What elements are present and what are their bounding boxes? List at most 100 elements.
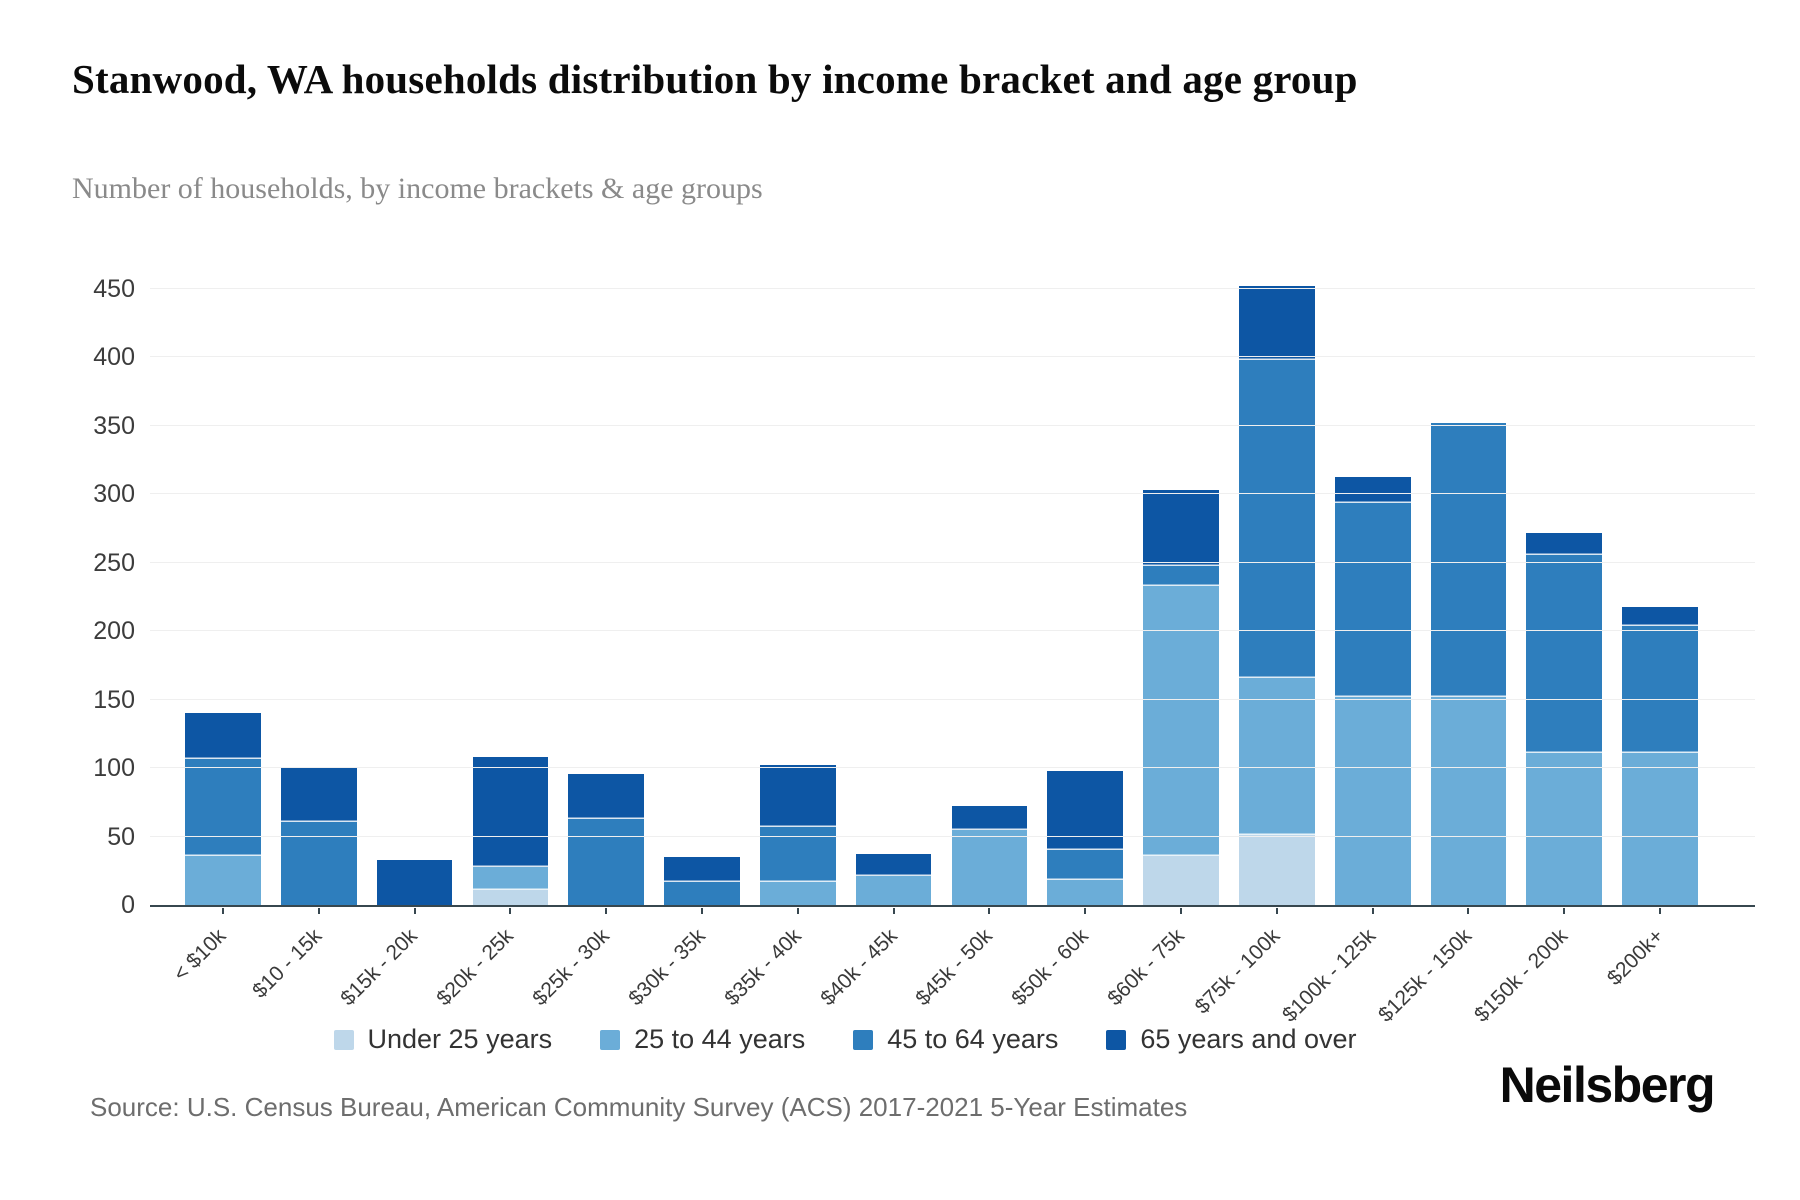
- x-tick-mark: [1275, 908, 1278, 914]
- bar-segment: [1239, 360, 1315, 678]
- x-tick-mark: [317, 908, 320, 914]
- plot-area: < $10k $10 - 15k $15k - 20k $20k - 25k $25k …: [93, 276, 1755, 1027]
- bar-segment: [376, 859, 453, 905]
- legend-swatch: [600, 1029, 621, 1050]
- gridline-200: [150, 630, 1755, 632]
- x-tick-label: $125k - 150k: [1374, 924, 1477, 1027]
- x-tick-label: $40k - 45k: [815, 924, 902, 1011]
- x-tick-mark: [988, 908, 991, 914]
- x-tick-mark: [892, 908, 895, 914]
- bar: [472, 757, 549, 905]
- bar-slot: $50k - 60k: [1007, 289, 1133, 1010]
- gridline-50: [150, 835, 1755, 837]
- bar-slot: $10 - 15k: [248, 289, 367, 1003]
- legend-label: 25 to 44 years: [634, 1024, 806, 1054]
- x-tick-mark: [1659, 908, 1662, 914]
- gridline-150: [150, 698, 1755, 700]
- bar-segment: [1622, 753, 1698, 905]
- bar-segment: [185, 855, 261, 905]
- x-tick-label: $100k - 125k: [1278, 924, 1381, 1027]
- bar-slot: $20k - 25k: [433, 289, 558, 1010]
- bar-segment: [185, 758, 261, 856]
- x-tick-label: $60k - 75k: [1103, 924, 1189, 1011]
- bar-slot: $25k - 30k: [528, 289, 654, 1010]
- bar-segment: [1526, 554, 1603, 754]
- legend-item: Under 25 years: [333, 1024, 553, 1055]
- bar: [185, 713, 261, 905]
- chart-subtitle: Number of households, by income brackets…: [72, 172, 763, 205]
- bar: [1622, 606, 1698, 905]
- bar-slot: $100k - 125k: [1278, 289, 1421, 1027]
- x-tick-mark: [1180, 908, 1183, 914]
- x-tick-mark: [605, 908, 608, 914]
- x-tick-mark: [796, 908, 799, 914]
- bar-segment: [951, 806, 1028, 830]
- x-tick-label: $150k - 200k: [1469, 924, 1573, 1027]
- chart-title: Stanwood, WA households distribution by …: [72, 56, 1358, 102]
- bar-segment: [664, 881, 740, 905]
- bar-segment: [472, 889, 549, 905]
- bar-slot: $30k - 35k: [624, 289, 750, 1010]
- legend-label: Under 25 years: [367, 1024, 553, 1054]
- neilsberg-logo: Neilsberg: [1499, 1057, 1716, 1113]
- bar: [951, 806, 1028, 905]
- gridline-300: [150, 493, 1755, 495]
- legend-swatch: [853, 1029, 874, 1050]
- bar-segment: [1143, 586, 1219, 856]
- bar: [568, 773, 644, 905]
- bar-slot: $60k - 75k: [1103, 289, 1229, 1010]
- gridline-250: [150, 561, 1755, 563]
- x-tick-mark: [221, 908, 224, 914]
- x-tick-mark: [509, 908, 512, 914]
- bar-segment: [568, 818, 644, 905]
- x-tick-mark: [1467, 908, 1470, 914]
- bar: [664, 857, 740, 905]
- legend-label: 45 to 64 years: [887, 1024, 1059, 1054]
- bar-segment: [568, 773, 644, 819]
- bar-segment: [1047, 850, 1124, 881]
- bar-slot: < $10k: [169, 289, 271, 986]
- x-tick-mark: [1563, 908, 1566, 914]
- bar-segment: [1526, 753, 1603, 905]
- x-tick-label: $200k+: [1602, 924, 1668, 990]
- x-tick-label: $20k - 25k: [432, 924, 519, 1011]
- x-tick-label: $15k - 20k: [336, 924, 423, 1011]
- bar-segment: [1430, 423, 1507, 697]
- bar-segment: [1430, 696, 1507, 905]
- bar-segment: [280, 766, 357, 822]
- bar: [280, 766, 357, 905]
- x-tick-label: $35k - 40k: [719, 924, 806, 1011]
- y-tick-label: 450: [93, 275, 135, 303]
- x-tick-label: $25k - 30k: [528, 924, 614, 1011]
- source-attribution: Source: U.S. Census Bureau, American Com…: [90, 1092, 1188, 1122]
- legend-item: 65 years and over: [1106, 1024, 1357, 1055]
- bar-segment: [1239, 835, 1315, 905]
- gridline-350: [150, 424, 1755, 426]
- legend-label: 65 years and over: [1140, 1024, 1357, 1054]
- bar-segment: [1047, 880, 1124, 905]
- y-tick-label: 400: [93, 343, 135, 372]
- bar-segment: [1047, 770, 1124, 851]
- bar-segment: [759, 881, 836, 905]
- bar-slot: $40k - 45k: [816, 289, 942, 1010]
- y-tick-label: 350: [93, 411, 135, 440]
- legend-swatch: [1106, 1029, 1127, 1050]
- bar-segment: [1334, 696, 1411, 905]
- bar-segment: [1239, 677, 1315, 836]
- x-tick-mark: [1084, 908, 1087, 914]
- bar: [1526, 532, 1603, 905]
- bar: [1239, 286, 1315, 905]
- y-tick-label: 250: [93, 548, 135, 577]
- bar: [376, 859, 453, 905]
- y-tick-label: 300: [93, 480, 135, 509]
- bar-segment: [1334, 502, 1411, 697]
- bar-segment: [1239, 286, 1315, 361]
- bar-segment: [664, 857, 740, 882]
- gridline-100: [150, 767, 1755, 769]
- bar-slot: $35k - 40k: [720, 289, 846, 1010]
- legend-swatch: [333, 1029, 354, 1050]
- legend-item: 25 to 44 years: [600, 1024, 805, 1055]
- bar-segment: [951, 829, 1028, 905]
- bar-segment: [1622, 606, 1698, 626]
- x-tick-label: $30k - 35k: [624, 924, 710, 1011]
